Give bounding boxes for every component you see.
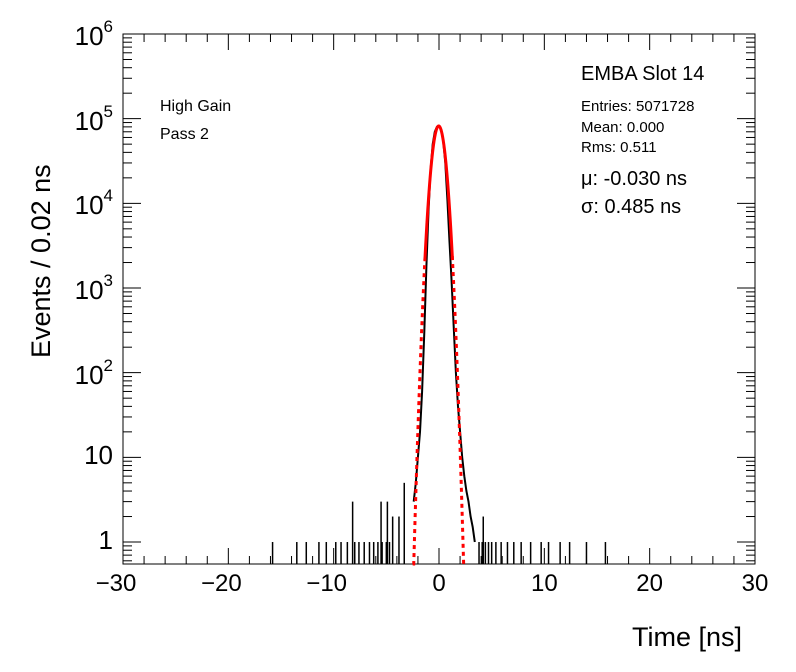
x-tick-label: 10 [530,570,558,597]
y-tick-base: 10 [74,105,104,136]
rms-stat: Rms: 0.511 [581,139,657,156]
fit-line-core [423,124,454,261]
chart-title: EMBA Slot 14 [581,63,705,85]
x-tick-label: 20 [636,570,664,597]
fit-mu: μ: -0.030 ns [581,168,688,190]
mean-stat: Mean: 0.000 [581,119,665,136]
y-tick-base: 10 [74,359,104,390]
x-tick-label: 30 [741,570,769,597]
y-tick-label: 105 [75,102,113,137]
y-tick-label: 103 [75,271,113,306]
y-tick-label: 102 [75,356,113,391]
gain-label: High Gain [160,98,232,115]
histogram-line [412,124,476,543]
y-tick-base: 10 [74,21,104,51]
y-tick-label: 1 [99,525,113,556]
fit-line-left-dashed [412,255,427,566]
pass-label: Pass 2 [160,126,209,143]
y-tick-label: 106 [75,17,113,52]
x-axis-title: Time [ns] [632,622,743,652]
y-tick-base: 10 [84,440,113,471]
y-tick-exponent: 2 [103,355,113,375]
y-tick-exponent: 5 [103,101,113,121]
entries-stat: Entries: 5071728 [581,98,695,115]
fit-series [412,124,466,566]
x-tick-label: −10 [306,570,348,597]
y-axis-title: Events / 0.02 ns [26,164,56,358]
histogram-series [271,124,607,564]
y-tick-label: 104 [75,186,113,221]
y-tick-exponent: 4 [103,186,113,206]
x-tick-label: 0 [432,570,446,597]
fit-line-right-dashed [450,255,466,566]
y-tick-exponent: 3 [103,271,113,290]
y-tick-label: 10 [84,440,113,471]
y-tick-exponent: 6 [103,17,113,36]
x-tick-label: −20 [200,570,242,597]
axis-ticks [122,33,756,564]
x-tick-label: −30 [95,570,137,597]
y-tick-base: 10 [74,190,104,221]
fit-sigma: σ: 0.485 ns [581,196,682,218]
y-tick-base: 10 [74,275,104,305]
y-tick-base: 1 [98,525,113,556]
